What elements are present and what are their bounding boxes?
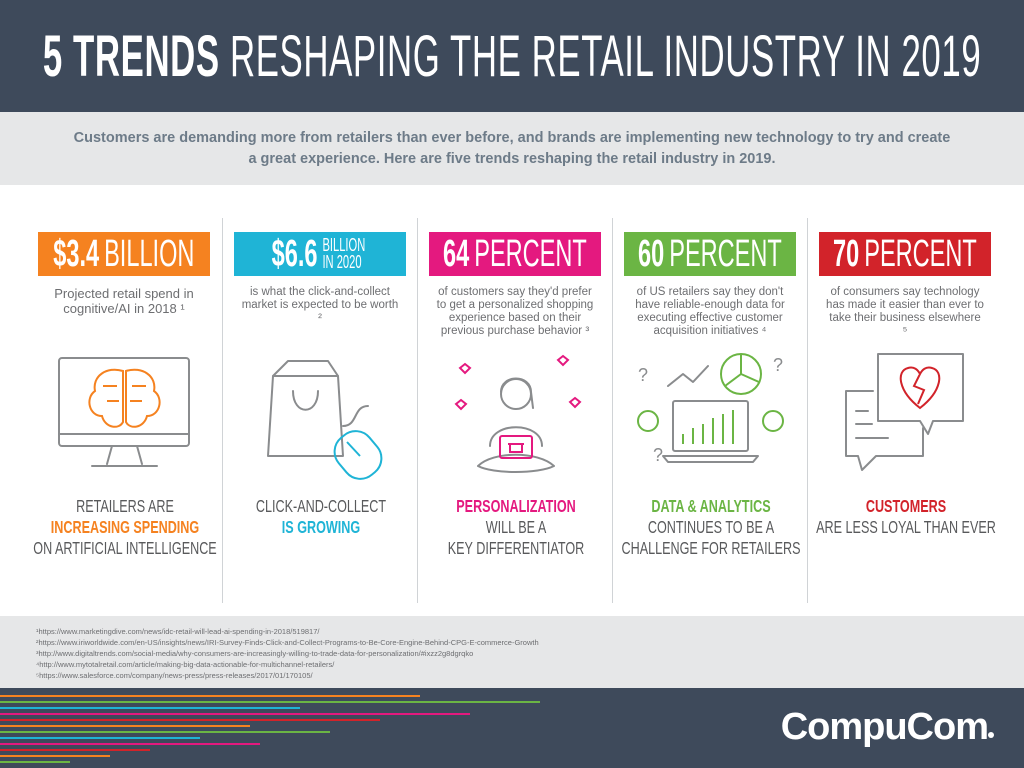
icon-loyalty <box>845 353 964 471</box>
headline-line: KEY DIFFERENTIATOR <box>447 538 585 558</box>
footer: CompuCom <box>0 688 1024 768</box>
intro-band: Customers are demanding more from retail… <box>0 112 1024 185</box>
stat-number: $3.4 <box>53 232 100 275</box>
svg-text:?: ? <box>653 445 663 465</box>
trend-column: 70 PERCENT of consumers say technology ha… <box>807 218 1002 603</box>
trend-column: 60 PERCENT of US retailers say they don't… <box>612 218 807 603</box>
trend-column: $6.6 BILLION IN 2020 is what the click-an… <box>222 218 417 603</box>
trend-column: 64 PERCENT of customers say they'd prefer… <box>417 218 612 603</box>
footnote: ¹https://www.marketingdive.com/news/idc-… <box>36 627 320 636</box>
headline: RETAILERS ARE INCREASING SPENDING ON ART… <box>31 496 218 559</box>
icon-personalization <box>454 354 582 473</box>
headline: CLICK-AND-COLLECT IS GROWING <box>227 496 414 538</box>
stat-box: 70 PERCENT <box>819 232 991 276</box>
svg-text:?: ? <box>773 355 783 375</box>
stat-number: $6.6 <box>271 232 318 275</box>
headline-accent: INCREASING SPENDING <box>50 517 200 537</box>
stat-unit: PERCENT <box>864 232 977 275</box>
trend-column: $3.4 BILLION Projected retail spend in co… <box>27 218 222 603</box>
stat-number: 70 <box>833 232 860 275</box>
footnote: ²https://www.iriworldwide.com/en-US/insi… <box>36 638 539 647</box>
headline-line: ARE LESS LOYAL THAN EVER <box>816 517 996 537</box>
stat-box: $6.6 BILLION IN 2020 <box>234 232 406 276</box>
headline-accent: DATA & ANALYTICS <box>651 496 771 516</box>
stat-unit: BILLION IN 2020 <box>322 235 366 272</box>
headline-line: RETAILERS ARE <box>76 496 174 516</box>
header: 5 TRENDS RESHAPING THE RETAIL INDUSTRY I… <box>0 0 1024 112</box>
stat-box: 64 PERCENT <box>429 232 601 276</box>
stat-box: 60 PERCENT <box>624 232 796 276</box>
footnote: ⁵https://www.salesforce.com/company/news… <box>36 671 313 680</box>
headline: PERSONALIZATION WILL BE A KEY DIFFERENTI… <box>422 496 609 559</box>
stat-box: $3.4 BILLION <box>38 232 210 276</box>
decorative-lines <box>0 695 540 763</box>
icon-analytics: ? ? ? <box>637 353 784 465</box>
headline-line: ON ARTIFICIAL INTELLIGENCE <box>33 538 217 558</box>
headline-line: CONTINUES TO BE A <box>647 517 775 537</box>
stat-unit: PERCENT <box>669 232 782 275</box>
icon-ai <box>58 357 190 467</box>
headline-accent: CUSTOMERS <box>865 496 947 516</box>
footnote: ⁴http://www.mytotalretail.com/article/ma… <box>36 660 335 669</box>
svg-text:?: ? <box>638 365 648 385</box>
title-bold: 5 TRENDS <box>42 23 220 89</box>
description: of consumers say technology has made it … <box>826 286 984 337</box>
title: 5 TRENDS RESHAPING THE RETAIL INDUSTRY I… <box>43 23 981 90</box>
icon-click-collect <box>267 360 383 480</box>
footnotes: ¹https://www.marketingdive.com/news/idc-… <box>0 616 1024 688</box>
stat-unit: BILLION <box>104 232 195 275</box>
headline-line: CLICK-AND-COLLECT <box>255 496 387 516</box>
footnote: ³http://www.digitaltrends.com/social-med… <box>36 649 474 658</box>
stat-number: 60 <box>638 232 665 275</box>
description: Projected retail spend in cognitive/AI i… <box>54 286 194 316</box>
headline-line: CHALLENGE FOR RETAILERS <box>621 538 801 558</box>
logo: CompuCom <box>780 706 989 748</box>
description: of US retailers say they don't have reli… <box>635 286 785 337</box>
headline-accent: IS GROWING <box>281 517 361 537</box>
logo-dot <box>988 732 994 738</box>
intro: Customers are demanding more from retail… <box>73 129 951 167</box>
headline-line: WILL BE A <box>485 517 547 537</box>
stat-unit: PERCENT <box>474 232 587 275</box>
headline: DATA & ANALYTICS CONTINUES TO BE A CHALL… <box>617 496 804 559</box>
description: of customers say they'd prefer to get a … <box>436 286 594 337</box>
description: is what the click-and-collect market is … <box>241 286 399 324</box>
stat-number: 64 <box>443 232 470 275</box>
trend-columns: $3.4 BILLION Projected retail spend in co… <box>27 218 1002 603</box>
headline-accent: PERSONALIZATION <box>456 496 576 516</box>
title-rest: RESHAPING THE RETAIL INDUSTRY IN 2019 <box>229 23 982 89</box>
headline: CUSTOMERS ARE LESS LOYAL THAN EVER <box>812 496 999 538</box>
